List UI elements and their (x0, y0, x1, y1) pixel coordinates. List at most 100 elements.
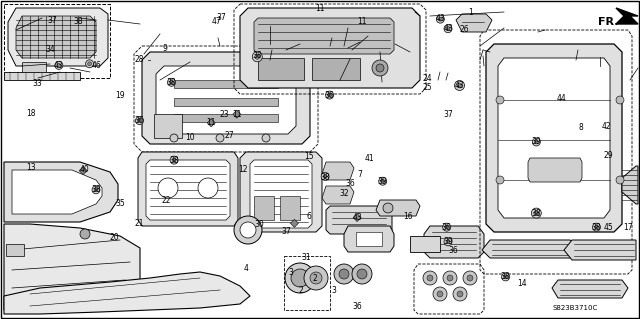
Circle shape (438, 17, 442, 21)
Circle shape (55, 61, 63, 70)
Circle shape (444, 238, 452, 246)
Polygon shape (142, 52, 310, 144)
Polygon shape (254, 196, 274, 220)
Circle shape (86, 60, 93, 68)
Text: 43: 43 (54, 61, 64, 70)
Text: 38: 38 (73, 17, 83, 26)
Text: 36: 36 (352, 302, 362, 311)
Circle shape (593, 223, 600, 231)
Circle shape (94, 188, 98, 192)
Text: 25: 25 (422, 83, 433, 92)
Circle shape (321, 172, 329, 181)
Text: 1: 1 (468, 8, 473, 17)
Polygon shape (174, 98, 278, 106)
Circle shape (285, 263, 315, 293)
Circle shape (216, 134, 224, 142)
Circle shape (381, 179, 385, 183)
Text: 14: 14 (516, 279, 527, 288)
Polygon shape (322, 186, 354, 204)
Circle shape (379, 177, 387, 185)
Circle shape (433, 287, 447, 301)
Text: 38: 38 (531, 209, 541, 218)
Text: 20: 20 (109, 233, 119, 242)
Text: 27: 27 (224, 131, 234, 140)
Circle shape (158, 178, 178, 198)
Text: 17: 17 (623, 223, 634, 232)
Text: 11: 11 (357, 17, 366, 26)
Circle shape (447, 275, 453, 281)
Text: 39: 39 (443, 237, 453, 246)
Circle shape (170, 80, 173, 84)
Circle shape (595, 225, 598, 229)
Circle shape (534, 140, 538, 144)
Polygon shape (498, 58, 610, 218)
Text: 11: 11 (232, 110, 241, 119)
Circle shape (323, 174, 327, 178)
Circle shape (463, 271, 477, 285)
Polygon shape (280, 196, 300, 220)
Text: 26: 26 (459, 25, 469, 34)
Polygon shape (322, 162, 354, 180)
Polygon shape (4, 224, 140, 310)
Text: 11: 11 (207, 118, 216, 127)
Text: 36: 36 (134, 116, 145, 125)
Polygon shape (8, 8, 108, 66)
Polygon shape (410, 236, 440, 252)
Text: 10: 10 (185, 133, 195, 142)
Text: FR.: FR. (598, 17, 618, 27)
Text: 35: 35 (115, 199, 125, 208)
Circle shape (446, 240, 450, 244)
Text: 7: 7 (357, 170, 362, 179)
Circle shape (304, 266, 328, 290)
Text: 36: 36 (448, 246, 458, 255)
Polygon shape (4, 162, 118, 222)
Polygon shape (254, 18, 394, 54)
Text: 37: 37 (443, 110, 453, 119)
Polygon shape (258, 58, 304, 80)
Circle shape (616, 96, 624, 104)
Text: 9: 9 (163, 44, 168, 53)
Polygon shape (174, 114, 278, 122)
Text: 42: 42 (602, 122, 612, 131)
Text: 29: 29 (603, 151, 613, 160)
Circle shape (531, 208, 541, 218)
Polygon shape (616, 8, 638, 24)
Circle shape (328, 93, 332, 97)
Polygon shape (250, 160, 312, 228)
Polygon shape (22, 62, 46, 72)
Circle shape (423, 271, 437, 285)
Text: 38: 38 (320, 173, 330, 182)
Text: 4: 4 (244, 264, 249, 273)
Circle shape (502, 273, 509, 281)
Text: 40: 40 (79, 165, 90, 174)
Circle shape (454, 80, 465, 91)
Polygon shape (376, 200, 420, 216)
Text: 38: 38 (91, 185, 101, 194)
Circle shape (372, 60, 388, 76)
Text: 13: 13 (26, 163, 36, 172)
Circle shape (444, 25, 452, 33)
Polygon shape (456, 14, 492, 32)
Text: 15: 15 (304, 152, 314, 161)
Polygon shape (528, 158, 582, 182)
Polygon shape (207, 119, 215, 127)
Circle shape (198, 178, 218, 198)
Circle shape (443, 271, 457, 285)
Text: 44: 44 (557, 94, 567, 103)
Text: 34: 34 (45, 45, 55, 54)
Polygon shape (16, 16, 96, 58)
Text: 37: 37 (282, 227, 292, 236)
Text: 3: 3 (289, 268, 294, 277)
Text: 18: 18 (26, 109, 35, 118)
Circle shape (532, 138, 540, 146)
Polygon shape (12, 170, 102, 214)
Circle shape (136, 116, 143, 125)
Circle shape (326, 91, 333, 99)
Text: S823B3710C: S823B3710C (552, 305, 598, 311)
Circle shape (252, 52, 262, 62)
Circle shape (92, 186, 100, 194)
Circle shape (291, 269, 309, 287)
Text: 36: 36 (442, 223, 452, 232)
Text: 43: 43 (352, 213, 362, 222)
Polygon shape (344, 226, 394, 252)
